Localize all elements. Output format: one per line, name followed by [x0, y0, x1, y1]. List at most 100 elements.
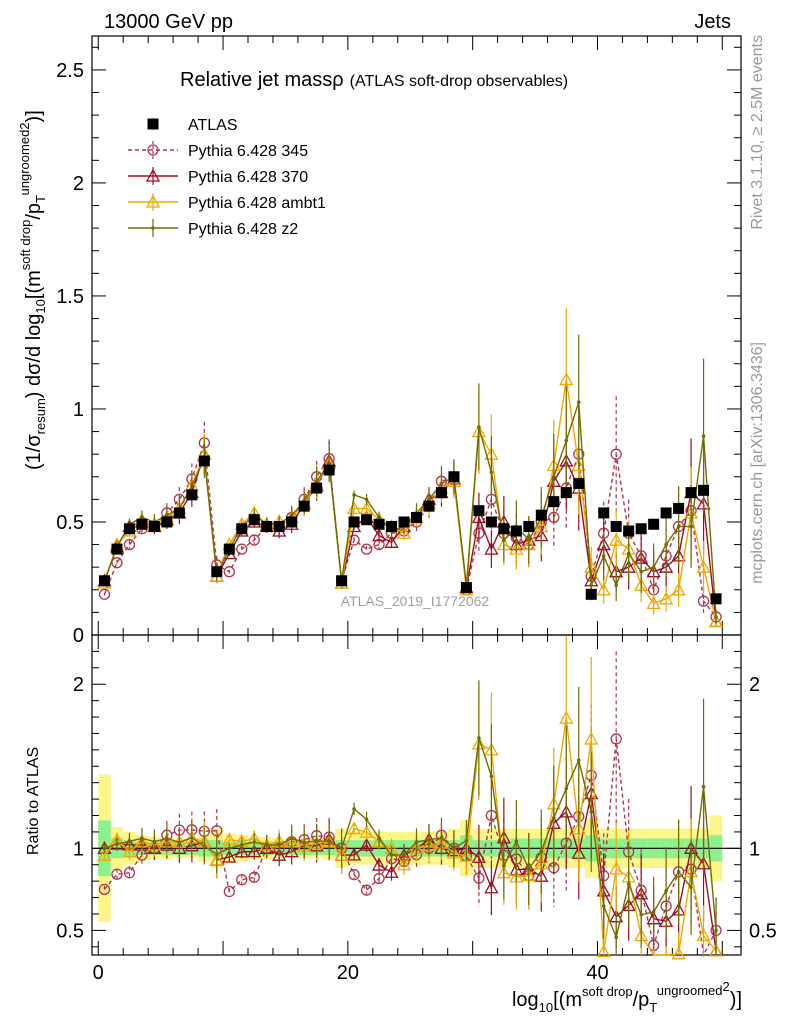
y-tick-label: 1	[73, 399, 84, 421]
data-point	[559, 372, 574, 386]
data-point	[98, 588, 111, 600]
ratio-tick-label-right: 1	[749, 838, 760, 860]
data-point	[236, 543, 248, 555]
legend-item-pythia-6-428-ambt1: Pythia 6.428 ambt1	[128, 193, 326, 212]
ratio-point	[471, 849, 486, 863]
legend-label: Pythia 6.428 345	[188, 143, 308, 160]
ratio-tick-label: 2	[73, 674, 84, 696]
ratio-point	[452, 846, 456, 851]
legend-label: Pythia 6.428 ambt1	[188, 195, 326, 212]
ratio-point	[339, 846, 344, 851]
ratio-point	[676, 869, 681, 874]
ratio-point	[98, 883, 111, 896]
data-point	[314, 479, 319, 484]
ratio-point	[626, 882, 631, 886]
data-point	[148, 521, 160, 533]
x-axis-label: log10[(msoft drop/pTungroomed2)]	[512, 979, 742, 1015]
ratio-point	[477, 736, 481, 740]
ratio-point	[610, 733, 622, 745]
data-point	[548, 496, 560, 508]
ratio-series-pythia-6-428-345	[98, 651, 722, 958]
data-point	[190, 484, 194, 488]
data-point	[651, 565, 656, 569]
axes: 00.511.522.50.5 0.51 12 20 20 40	[56, 35, 777, 984]
data-point	[236, 523, 248, 535]
y-tick-label: 1.5	[56, 286, 84, 308]
legend-item-pythia-6-428-345: Pythia 6.428 345	[128, 141, 308, 160]
data-point	[360, 543, 373, 555]
y-tick-label: 2	[73, 173, 84, 195]
ratio-series	[97, 635, 724, 960]
data-point	[336, 575, 348, 587]
ratio-point	[248, 871, 260, 883]
chart-title: Relative jet massρ (ATLAS soft-drop obser…	[180, 69, 568, 91]
data-point	[273, 521, 285, 533]
data-point	[609, 532, 624, 546]
ratio-point	[102, 846, 107, 851]
series-line-pythia-6-428-345	[103, 442, 717, 618]
data-point	[714, 615, 718, 619]
ratio-point	[671, 946, 686, 960]
series-pythia-6-428-345	[98, 396, 722, 625]
ratio-point	[302, 840, 306, 845]
ratio-point	[639, 912, 643, 917]
ratio-point	[384, 864, 399, 878]
data-point	[471, 510, 486, 524]
ratio-point	[122, 844, 137, 858]
data-point	[698, 484, 710, 496]
ratio-point	[414, 840, 419, 844]
data-point	[248, 514, 260, 526]
data-point	[485, 516, 497, 528]
ratio-y-axis-label: Ratio to ATLAS	[25, 747, 42, 855]
ratio-point	[227, 846, 232, 851]
ratio-point	[484, 880, 499, 894]
ratio-point	[223, 885, 235, 898]
ratio-point	[239, 843, 244, 847]
data-point	[660, 507, 672, 519]
legend-item-pythia-6-428-z2: Pythia 6.428 z2	[128, 219, 298, 238]
legend-marker	[145, 168, 161, 182]
data-point	[435, 487, 447, 499]
data-point	[710, 593, 722, 605]
ratio-point	[140, 836, 144, 841]
ratio-point	[427, 837, 431, 842]
data-point	[689, 524, 693, 529]
ratio-point	[439, 836, 444, 840]
ratio-point	[527, 867, 531, 871]
data-point	[648, 518, 660, 530]
ratio-point	[689, 885, 693, 890]
ratio-tick-label-right: 2	[749, 674, 760, 696]
legend: ATLAS Pythia 6.428 345 Pythia 6.428 370 Pyt…	[128, 117, 326, 238]
ratio-point	[277, 843, 282, 847]
y-tick-label: 0	[73, 625, 84, 647]
data-point	[576, 400, 581, 404]
ratio-point	[664, 889, 668, 893]
data-point	[510, 525, 522, 537]
data-point	[165, 513, 169, 517]
ratio-point	[539, 849, 544, 854]
ratio-point	[348, 868, 360, 881]
data-point	[261, 521, 273, 533]
data-point	[564, 438, 569, 443]
data-point	[460, 582, 472, 594]
ratio-point	[215, 852, 219, 856]
data-point	[371, 528, 387, 542]
data-point	[673, 502, 685, 514]
ratio-point	[714, 928, 718, 933]
legend-marker	[147, 118, 159, 130]
data-point	[676, 524, 681, 529]
ratio-point	[152, 839, 157, 844]
ratio-point	[371, 857, 387, 871]
y-tick-label: 0.5	[56, 512, 84, 534]
ratio-line-pythia-6-428-z2	[104, 737, 717, 940]
ratio-point	[614, 935, 618, 940]
series-line-pythia-6-428-z2	[103, 401, 717, 617]
data-point	[535, 509, 547, 521]
chart-title-rho: ρ	[332, 69, 343, 91]
data-point	[502, 538, 506, 542]
ratio-point	[551, 815, 556, 820]
x-tick-label: 0	[93, 962, 104, 984]
ratio-point	[651, 910, 656, 914]
ratio-point	[589, 810, 594, 814]
